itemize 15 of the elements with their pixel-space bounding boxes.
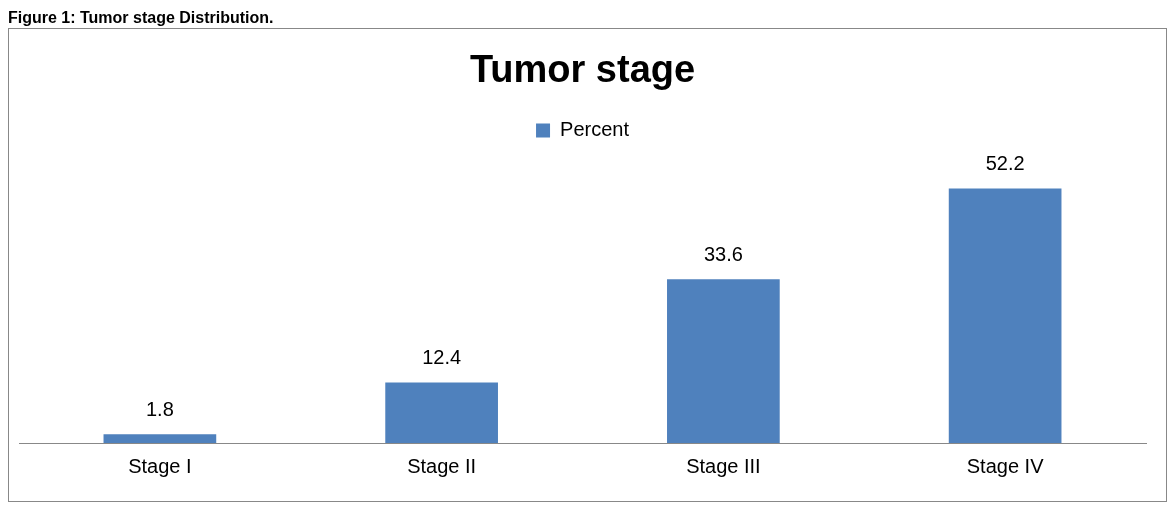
x-tick-label: Stage I (128, 454, 192, 477)
x-tick-label: Stage IV (966, 454, 1045, 477)
bar (103, 434, 217, 443)
x-tick-label: Stage II (407, 454, 477, 477)
data-label: 1.8 (145, 397, 174, 420)
data-label: 52.2 (985, 152, 1025, 175)
data-label: 33.6 (703, 242, 743, 265)
x-tick-label: Stage III (686, 454, 761, 477)
bar (385, 382, 498, 443)
caption: Figure 1: Tumor stage Distribution. (8, 8, 275, 28)
bar (948, 188, 1062, 443)
legend-label: Percent (560, 118, 630, 141)
chart-title: Tumor stage (469, 48, 696, 91)
bar (667, 279, 780, 443)
data-label: 12.4 (422, 346, 462, 369)
